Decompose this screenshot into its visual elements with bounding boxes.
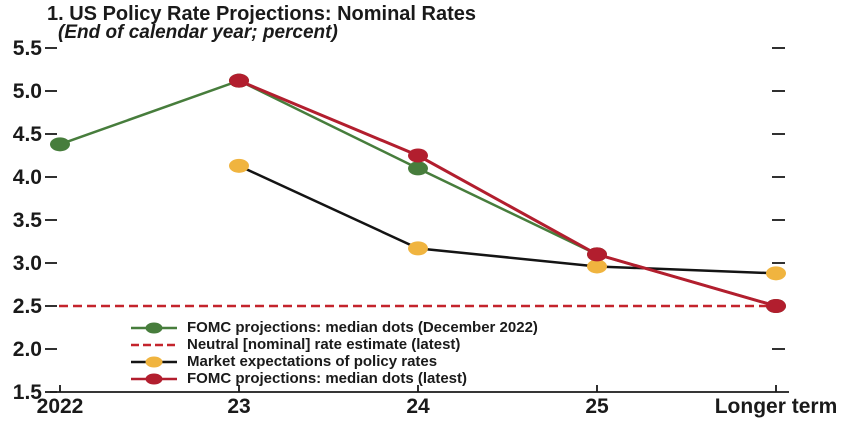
legend-label: FOMC projections: median dots (latest) bbox=[187, 370, 468, 387]
y-tick-label: 2.5 bbox=[13, 295, 43, 318]
legend-item-market-expectations: Market expectations of policy rates bbox=[130, 353, 538, 370]
y-tick-label: 4.0 bbox=[13, 166, 42, 189]
legend-marker-black-line-amber-dot-icon bbox=[131, 356, 177, 367]
y-tick-label: 5.0 bbox=[13, 80, 42, 103]
series-line bbox=[59, 79, 777, 308]
chart-title: 1. US Policy Rate Projections: Nominal R… bbox=[47, 3, 477, 25]
legend-label: Neutral [nominal] rate estimate (latest) bbox=[187, 336, 461, 353]
y-tick-label: 3.0 bbox=[13, 252, 42, 275]
legend-label: Market expectations of policy rates bbox=[187, 353, 438, 370]
data-point bbox=[587, 259, 607, 274]
chart-subtitle: (End of calendar year; percent) bbox=[58, 22, 338, 43]
y-tick-label: 4.5 bbox=[13, 123, 43, 146]
legend-marker-red-dashes-icon bbox=[131, 343, 177, 346]
y-tick-label: 2.0 bbox=[13, 338, 42, 361]
x-tick-label: 2022 bbox=[37, 395, 84, 418]
legend-label: FOMC projections: median dots (December … bbox=[187, 319, 538, 336]
series-line bbox=[238, 79, 777, 308]
data-point bbox=[766, 299, 786, 313]
chart-legend: FOMC projections: median dots (December … bbox=[130, 319, 538, 387]
data-point bbox=[587, 247, 607, 262]
data-point bbox=[229, 158, 249, 173]
legend-dot bbox=[145, 322, 163, 333]
series-line bbox=[238, 164, 777, 275]
legend-dot bbox=[145, 373, 163, 384]
data-point bbox=[408, 161, 428, 176]
x-tick-label: 24 bbox=[406, 395, 430, 418]
legend-dot bbox=[145, 356, 163, 367]
x-tick-label: Longer term bbox=[715, 395, 838, 418]
legend-marker-darkred-line-dot-icon bbox=[131, 373, 177, 384]
data-point bbox=[50, 137, 70, 152]
legend-item-fomc-dec-2022: FOMC projections: median dots (December … bbox=[130, 319, 538, 336]
data-point bbox=[766, 266, 786, 281]
legend-item-fomc-latest: FOMC projections: median dots (latest) bbox=[130, 370, 538, 387]
legend-item-neutral-rate: Neutral [nominal] rate estimate (latest) bbox=[130, 336, 538, 353]
x-tick-label: 23 bbox=[227, 395, 250, 418]
y-tick-label: 5.5 bbox=[13, 37, 43, 60]
x-tick-label: 25 bbox=[585, 395, 609, 418]
data-point bbox=[229, 73, 249, 88]
y-tick-label: 3.5 bbox=[13, 209, 43, 232]
y-tick-label: 1.5 bbox=[13, 381, 43, 404]
legend-marker-green-line-dot-icon bbox=[131, 322, 177, 333]
data-point bbox=[408, 241, 428, 256]
data-point bbox=[408, 148, 428, 163]
